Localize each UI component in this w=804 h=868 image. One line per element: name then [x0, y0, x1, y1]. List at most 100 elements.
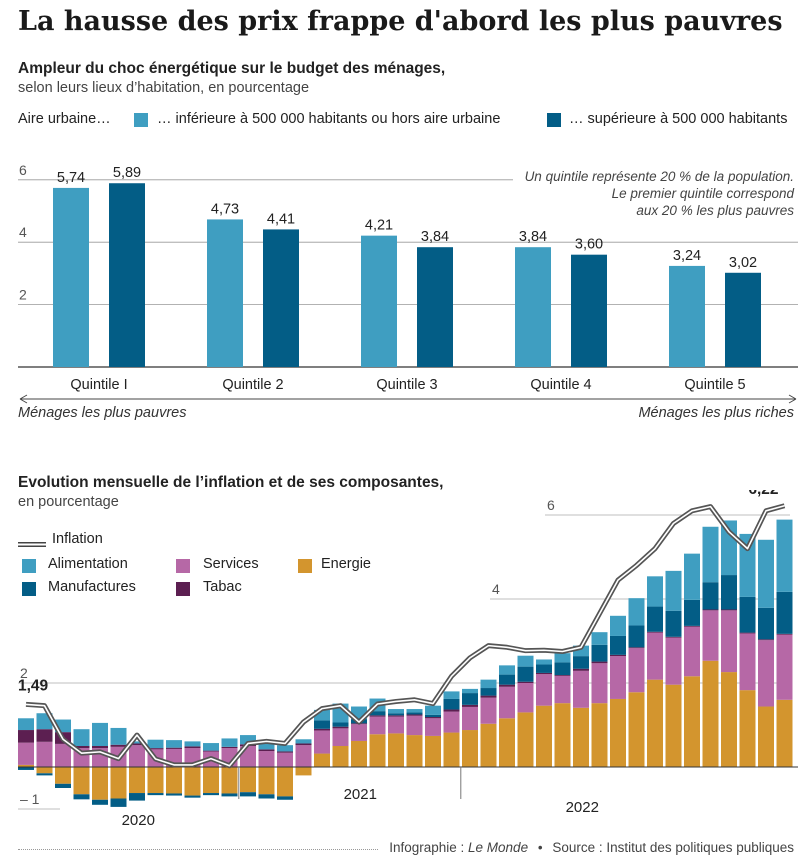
- chart2-bar-segment: [388, 733, 404, 767]
- chart2-bar-segment: [55, 743, 71, 767]
- legend-inflation-label: Inflation: [52, 531, 103, 547]
- chart2-bar-segment: [480, 723, 497, 767]
- chart2-bar-segment: [517, 712, 534, 767]
- chart2-bar-segment: [684, 676, 700, 767]
- chart2-bar-segment: [499, 718, 515, 767]
- chart2-y-tick-label: 6: [547, 497, 555, 513]
- chart2-heading: Evolution mensuelle de l’inflation et de…: [18, 474, 444, 491]
- legend-swatch-alimentation: [22, 559, 36, 573]
- chart2-bar-segment: [554, 675, 571, 676]
- chart2-bar-segment: [647, 606, 663, 632]
- chart2-year-label: 2022: [566, 799, 599, 816]
- legend-tabac-label: Tabac: [203, 579, 242, 595]
- chart2-bar-segment: [36, 767, 53, 774]
- chart2-bar-segment: [388, 716, 404, 734]
- chart2-bar-segment: [721, 610, 737, 673]
- chart2-bar-segment: [92, 722, 108, 746]
- legend-swatch-large-urban: [547, 113, 561, 127]
- chart2-bar-segment: [628, 692, 645, 767]
- chart1-note-line1: Un quintile représente 20 % de la popula…: [524, 169, 794, 184]
- chart1-bar: [571, 254, 607, 367]
- chart1-bar: [361, 235, 397, 367]
- chart2-bar-segment: [702, 660, 719, 767]
- chart1-bar: [53, 187, 89, 367]
- chart2-bar-segment: [203, 793, 219, 796]
- chart2-bar-segment: [721, 609, 737, 611]
- chart2-bar-segment: [573, 656, 589, 669]
- chart2-bar-segment: [73, 729, 90, 746]
- chart2-bar-segment: [184, 795, 201, 798]
- chart2-y-tick-label: 4: [492, 581, 500, 597]
- chart2-bar-segment: [332, 722, 349, 727]
- footer-infographie-label: Infographie :: [389, 840, 469, 855]
- chart2-bar-segment: [92, 799, 108, 805]
- chart2-last-value-label: 6,22: [748, 490, 778, 498]
- legend-swatch-services: [176, 559, 190, 573]
- legend-swatch-manufactures: [22, 582, 36, 596]
- chart2-bar-segment: [462, 730, 478, 767]
- chart1-bar: [207, 219, 243, 367]
- chart2-bar-segment: [665, 637, 682, 685]
- chart2-bar-segment: [221, 793, 238, 797]
- chart2-bar-segment: [536, 664, 552, 673]
- chart2-bar-segment: [203, 767, 219, 794]
- chart2-bar-segment: [314, 720, 330, 729]
- chart2-bar-segment: [166, 793, 182, 796]
- chart2-bar-segment: [295, 767, 312, 776]
- chart2-bar-segment: [369, 715, 386, 717]
- chart2-bar-segment: [758, 539, 774, 608]
- chart2-bar-segment: [425, 705, 441, 715]
- chart2-bar-segment: [221, 738, 238, 747]
- chart1-legend-prefix: Aire urbaine…: [18, 111, 111, 127]
- chart1-bar: [417, 247, 453, 367]
- chart2-bar-segment: [240, 792, 256, 797]
- chart2-bar-segment: [739, 633, 756, 691]
- chart2-bar-segment: [443, 732, 460, 767]
- chart2-bar-segment: [573, 707, 589, 767]
- chart2-bar-segment: [517, 666, 534, 682]
- chart2-bar-segment: [258, 751, 275, 767]
- chart2-bar-segment: [610, 635, 626, 655]
- chart2-bar-segment: [665, 610, 682, 637]
- chart2-bar-segment: [110, 767, 127, 799]
- chart1-value-label: 3,24: [673, 248, 701, 264]
- chart2-bar-segment: [480, 688, 497, 696]
- chart2-bar-segment: [721, 672, 737, 767]
- chart2-bar-segment: [351, 740, 367, 767]
- chart1-value-label: 3,84: [519, 229, 547, 245]
- chart2-bar-segment: [628, 598, 645, 626]
- chart2-bar-segment: [684, 626, 700, 677]
- chart2-bar-segment: [665, 636, 682, 638]
- chart2-bar-segment: [776, 634, 793, 700]
- footer-rule: [18, 849, 378, 850]
- chart2-bar-segment: [517, 655, 534, 667]
- chart1-value-label: 5,89: [113, 165, 141, 181]
- chart1-value-label: 4,21: [365, 218, 393, 234]
- chart1-value-label: 4,73: [211, 201, 239, 217]
- page-title: La hausse des prix frappe d'abord les pl…: [18, 6, 783, 37]
- chart2-bar-segment: [462, 693, 478, 705]
- chart1-value-label: 3,84: [421, 229, 449, 245]
- legend-swatch-small-urban: [134, 113, 148, 127]
- chart1-legend-large-urban: … supérieure à 500 000 habitants: [569, 111, 788, 127]
- chart2-bar-segment: [425, 718, 441, 736]
- chart2-bar-segment: [406, 714, 423, 716]
- chart2-bar-segment: [758, 640, 774, 707]
- chart1-bar-chart: 2 4 6 5,74 5,89 Quintile I 4,73 4,41 Quintile 2 4…: [18, 162, 798, 404]
- chart2-bar-segment: [591, 661, 608, 664]
- chart2-bar-segment: [369, 711, 386, 716]
- chart2-bar-segment: [147, 793, 164, 796]
- chart2-bar-segment: [443, 711, 460, 733]
- chart2-bar-segment: [332, 746, 349, 767]
- chart2-bar-segment: [73, 767, 90, 795]
- chart2-bar-segment: [18, 764, 34, 767]
- chart2-bar-segment: [351, 724, 367, 741]
- footer: Infographie : Le Monde • Source : Instit…: [389, 840, 794, 855]
- chart2-bar-segment: [277, 751, 293, 753]
- legend-alimentation-label: Alimentation: [48, 556, 128, 572]
- chart1-left-caption: Ménages les plus pauvres: [18, 405, 187, 421]
- chart2-bar-segment: [166, 740, 182, 748]
- chart2-bar-segment: [92, 767, 108, 800]
- chart2-bar-segment: [480, 679, 497, 689]
- chart2-bar-segment: [499, 686, 515, 719]
